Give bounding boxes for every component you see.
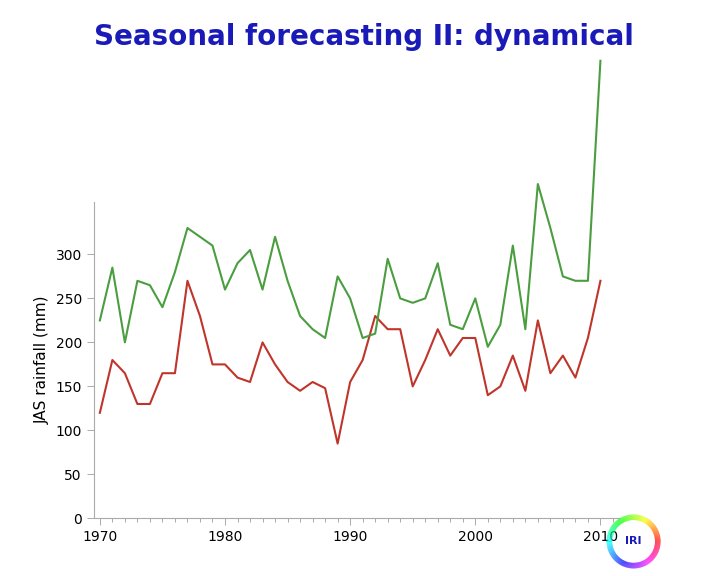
Text: IRI: IRI: [626, 536, 642, 547]
Text: Seasonal forecasting II: dynamical: Seasonal forecasting II: dynamical: [94, 23, 634, 51]
Y-axis label: JAS rainfall (mm): JAS rainfall (mm): [35, 295, 50, 425]
